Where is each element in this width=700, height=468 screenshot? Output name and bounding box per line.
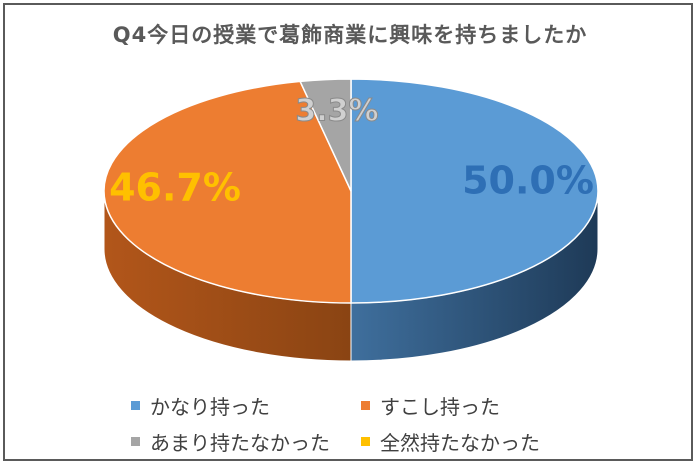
chart-title: Q4今日の授業で葛飾商業に興味を持ちましたか: [112, 23, 588, 47]
pie-slice-2: [299, 78, 352, 192]
pie-slice-1: [103, 80, 352, 304]
pie-slice-0: [350, 78, 599, 304]
legend-label-2: あまり持たなかった: [150, 431, 330, 455]
legend-label-3: 全然持たなかった: [380, 431, 540, 455]
legend-item-3: 全然持たなかった: [361, 427, 540, 456]
legend-item-1: すこし持った: [361, 391, 500, 420]
legend-item-0: かなり持った: [131, 391, 270, 420]
chart-frame: Q4今日の授業で葛飾商業に興味を持ちましたか 50.0% 46.7% 3.3%: [3, 3, 693, 461]
legend-label-0: かなり持った: [150, 395, 270, 419]
legend-swatch-0: [131, 401, 140, 410]
legend-swatch-1: [361, 401, 370, 410]
legend-swatch-2: [131, 437, 140, 446]
pie-chart: 50.0% 46.7% 3.3%: [103, 78, 599, 362]
data-label-2: 3.3%: [295, 94, 378, 129]
data-label-1: 46.7%: [109, 166, 241, 210]
legend-item-2: あまり持たなかった: [131, 427, 330, 456]
legend-label-1: すこし持った: [380, 395, 500, 419]
legend-swatch-3: [361, 437, 370, 446]
data-label-0: 50.0%: [462, 159, 594, 203]
